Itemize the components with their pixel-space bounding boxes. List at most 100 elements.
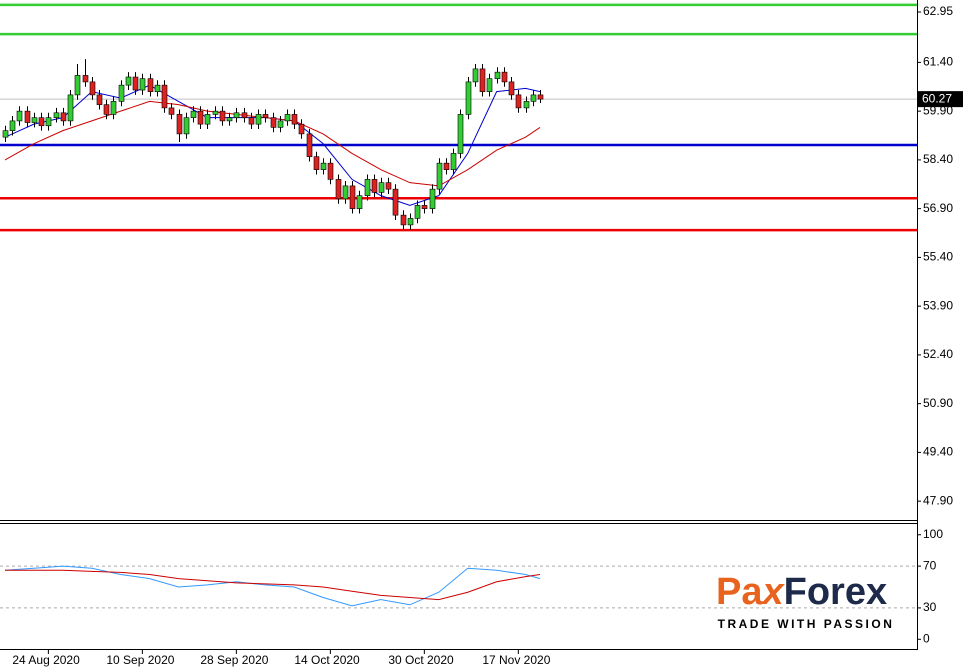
candle-body <box>96 94 103 105</box>
candle-body <box>132 76 139 91</box>
indicator-line <box>5 569 541 601</box>
logo-tagline: TRADE WITH PASSION <box>718 617 895 631</box>
candle-body <box>118 84 125 102</box>
candle-body <box>219 110 226 122</box>
candle-body <box>38 117 45 127</box>
candle-body <box>523 101 530 109</box>
candle-body <box>313 156 320 170</box>
candle-body <box>508 81 515 96</box>
candle-body <box>414 205 421 219</box>
candle-body <box>378 182 385 193</box>
candle-body <box>385 182 392 190</box>
candle-body <box>400 214 407 226</box>
candle-body <box>530 94 537 102</box>
candle-body <box>110 101 117 115</box>
candle-body <box>103 104 110 115</box>
logo-text: PaxForex <box>716 571 887 613</box>
candle-body <box>320 162 327 170</box>
candle-body <box>479 68 486 92</box>
candle-body <box>407 218 414 226</box>
candle-body <box>255 114 262 125</box>
candle-body <box>291 114 298 125</box>
candle-body <box>436 162 443 190</box>
candle-body <box>277 120 284 128</box>
candle-body <box>74 75 81 96</box>
x-tick-label: 24 Aug 2020 <box>12 653 80 667</box>
current-price-label: 60.27 <box>922 91 952 105</box>
candle-body <box>270 117 277 128</box>
indicator-tick-label: 0 <box>923 631 930 645</box>
candle-body <box>125 76 132 86</box>
candle-body <box>457 114 464 154</box>
candle-body <box>197 110 204 125</box>
candle-body <box>465 81 472 115</box>
indicator-tick-label: 70 <box>923 558 937 572</box>
candle-body <box>392 188 399 216</box>
candle-body <box>342 185 349 200</box>
candle-body <box>306 133 313 157</box>
y-tick-label: 49.40 <box>923 445 953 459</box>
y-tick-label: 62.95 <box>923 4 953 18</box>
candle-body <box>298 123 305 135</box>
candle-body <box>450 153 457 170</box>
candle-body <box>16 110 23 122</box>
candle-body <box>190 110 197 118</box>
candle-body <box>60 112 67 122</box>
candle-body <box>9 120 16 131</box>
candle-body <box>233 112 240 118</box>
candle-body <box>168 107 175 115</box>
candle-body <box>24 110 31 123</box>
candle-body <box>356 195 363 209</box>
candle-body <box>327 162 334 180</box>
y-tick-label: 47.90 <box>923 493 953 507</box>
indicator-line <box>4 565 541 607</box>
candle-body <box>472 68 479 83</box>
y-tick-label: 52.40 <box>923 347 953 361</box>
candle-body <box>89 81 96 96</box>
candle-body <box>45 117 52 127</box>
candle-body <box>183 117 190 135</box>
candle-body <box>248 117 255 125</box>
candle-body <box>82 75 89 83</box>
logo: PaxForex TRADE WITH PASSION <box>716 571 895 631</box>
x-tick-label: 28 Sep 2020 <box>200 653 268 667</box>
x-tick-label: 14 Oct 2020 <box>294 653 360 667</box>
candle-body <box>537 94 544 100</box>
candle-body <box>212 110 219 115</box>
candle-body <box>429 188 436 209</box>
candle-body <box>204 114 211 125</box>
x-tick-label: 10 Sep 2020 <box>106 653 174 667</box>
x-tick-label: 17 Nov 2020 <box>482 653 550 667</box>
candle-body <box>139 78 146 91</box>
indicator-tick-label: 30 <box>923 600 937 614</box>
logo-part: Forex <box>784 571 887 613</box>
candle-body <box>494 71 501 79</box>
candle-body <box>443 162 450 170</box>
candle-body <box>371 179 378 193</box>
logo-part: Pa <box>716 571 763 613</box>
candle-body <box>226 117 233 122</box>
x-tick-label: 30 Oct 2020 <box>388 653 454 667</box>
candle-body <box>154 84 161 92</box>
candle-body <box>501 71 508 83</box>
candle-body <box>241 112 248 118</box>
candle-body <box>349 185 356 209</box>
candle-body <box>176 114 183 135</box>
candle-body <box>2 130 9 138</box>
y-tick-label: 53.90 <box>923 298 953 312</box>
candle-body <box>147 78 154 92</box>
y-tick-label: 55.40 <box>923 250 953 264</box>
indicator-tick-label: 100 <box>923 527 943 541</box>
moving-average <box>4 100 541 187</box>
candle-body <box>335 179 342 200</box>
candle-body <box>161 84 168 109</box>
y-tick-label: 56.90 <box>923 201 953 215</box>
candle-body <box>515 94 522 109</box>
candle-body <box>31 117 38 123</box>
candle-body <box>364 179 371 196</box>
candle-body <box>421 205 428 209</box>
candle-body <box>284 114 291 122</box>
y-tick-label: 58.40 <box>923 152 953 166</box>
